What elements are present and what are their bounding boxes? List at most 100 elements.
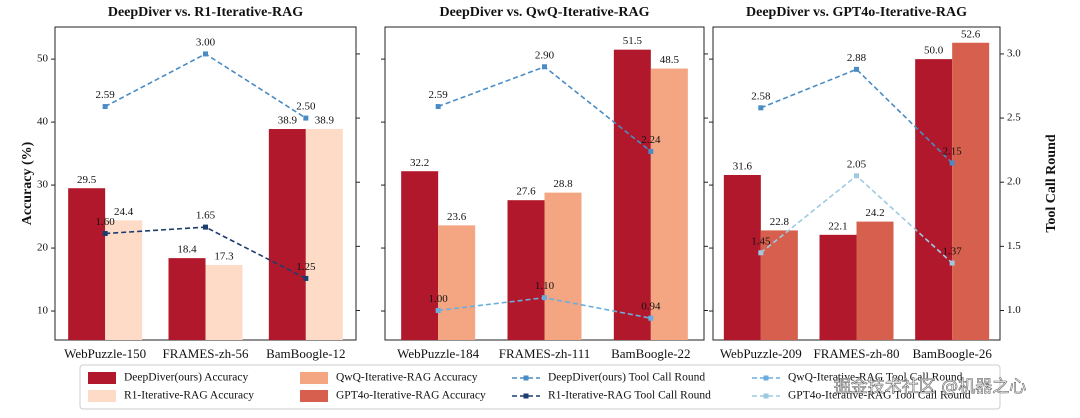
watermark: 掘金技术社区 @机器之心 <box>834 377 1026 397</box>
bar <box>760 230 798 340</box>
x-tick-label: FRAMES-zh-111 <box>499 346 590 361</box>
line-marker <box>854 173 859 179</box>
y-tick-label: 40 <box>37 116 49 128</box>
line-marker <box>758 105 764 111</box>
chart-title: DeepDiver vs. QwQ-Iterative-RAG <box>439 5 649 20</box>
line-value-label: 2.05 <box>847 158 867 170</box>
line-value-label: 2.59 <box>96 89 116 101</box>
bar <box>856 221 894 340</box>
bar-value-label: 38.9 <box>278 115 298 127</box>
legend-marker <box>523 393 529 399</box>
bar <box>105 220 143 340</box>
y2-tick-label: 3.0 <box>1007 47 1021 59</box>
line-marker <box>854 66 859 72</box>
line-value-label: 2.15 <box>943 146 963 158</box>
y-tick-label: 30 <box>37 179 49 191</box>
x-tick-label: FRAMES-zh-80 <box>814 346 900 361</box>
bar-value-label: 28.8 <box>553 178 573 190</box>
bar-value-label: 24.2 <box>865 207 884 219</box>
legend-swatch <box>88 390 116 402</box>
line-marker <box>758 250 764 256</box>
bar <box>723 174 761 340</box>
bar <box>305 129 343 340</box>
legend-marker <box>763 393 769 399</box>
bar-value-label: 24.4 <box>114 206 134 218</box>
bar <box>438 225 476 340</box>
x-tick-label: BamBoogle-22 <box>611 346 690 361</box>
bar-value-label: 48.5 <box>660 54 680 66</box>
line-marker <box>542 64 547 70</box>
y-tick-label: 20 <box>37 242 49 254</box>
line-value-label: 1.45 <box>751 235 771 247</box>
line-marker <box>648 148 654 154</box>
x-tick-label: BamBoogle-12 <box>266 346 345 361</box>
bar <box>915 59 953 340</box>
line-value-label: 2.50 <box>296 101 316 113</box>
x-tick-label: WebPuzzle-150 <box>64 346 146 361</box>
line-value-label: 1.65 <box>196 210 216 222</box>
bar-value-label: 50.0 <box>924 45 944 57</box>
bar <box>819 234 857 340</box>
line-value-label: 2.88 <box>847 52 867 64</box>
bar <box>507 200 545 340</box>
bar-value-label: 22.8 <box>770 216 790 228</box>
line-marker <box>303 115 309 121</box>
line-marker <box>435 104 441 110</box>
legend-marker <box>523 375 529 381</box>
line-value-label: 2.24 <box>641 134 661 146</box>
line <box>760 68 953 164</box>
legend-label: DeepDiver(ours) Accuracy <box>124 372 248 384</box>
legend-swatch <box>300 390 328 402</box>
line-marker <box>303 275 309 281</box>
bar-value-label: 32.2 <box>410 157 429 169</box>
line-marker <box>949 160 955 166</box>
bar <box>613 49 651 341</box>
line-marker <box>949 260 955 266</box>
line-value-label: 1.10 <box>535 280 555 292</box>
x-tick-label: BamBoogle-26 <box>912 346 992 361</box>
bar-value-label: 17.3 <box>214 251 234 263</box>
x-tick-label: WebPuzzle-209 <box>720 346 802 361</box>
line-marker <box>435 307 441 313</box>
x-tick-label: FRAMES-zh-56 <box>163 346 249 361</box>
y2-tick-label: 2.0 <box>1007 176 1021 188</box>
line-marker <box>542 295 547 301</box>
bar <box>205 265 243 340</box>
bar <box>168 258 206 340</box>
line-value-label: 1.00 <box>429 293 449 305</box>
line-value-label: 2.59 <box>429 89 449 101</box>
line-value-label: 1.37 <box>943 246 963 258</box>
y2-tick-label: 2.5 <box>1007 112 1021 124</box>
bar-value-label: 31.6 <box>733 161 753 173</box>
bar <box>650 68 688 340</box>
bar-value-label: 29.5 <box>77 174 97 186</box>
y2-tick-label: 1.5 <box>1007 240 1021 252</box>
legend-label: GPT4o-Iterative-RAG Accuracy <box>336 390 486 402</box>
legend-marker <box>763 375 769 381</box>
chart-title: DeepDiver vs. GPT4o-Iterative-RAG <box>746 5 967 20</box>
legend-label: GPT4o-Iterative-RAG Tool Call Round <box>788 390 971 402</box>
bar-value-label: 52.6 <box>961 28 981 40</box>
bar-value-label: 18.4 <box>177 244 197 256</box>
bar <box>68 188 106 340</box>
legend-label: R1-Iterative-RAG Tool Call Round <box>548 390 711 402</box>
legend-label: DeepDiver(ours) Tool Call Round <box>548 372 705 384</box>
y-axis-label: Accuracy (%) <box>20 141 35 225</box>
line-value-label: 0.94 <box>641 301 661 313</box>
line-value-label: 1.25 <box>296 261 316 273</box>
line-value-label: 2.58 <box>751 90 771 102</box>
legend-label: QwQ-Iterative-RAG Tool Call Round <box>788 372 963 384</box>
line-marker <box>203 51 208 57</box>
bar-value-label: 27.6 <box>516 186 536 198</box>
line <box>104 53 307 119</box>
line-marker <box>102 104 108 110</box>
bar-value-label: 23.6 <box>447 211 467 223</box>
y-tick-label: 10 <box>37 305 49 317</box>
bar-value-label: 22.1 <box>828 220 847 232</box>
line-marker <box>203 224 208 230</box>
line-marker <box>648 315 654 321</box>
y2-axis-label: Tool Call Round <box>1044 134 1059 233</box>
legend-label: R1-Iterative-RAG Accuracy <box>124 390 254 402</box>
line-value-label: 1.60 <box>96 216 116 228</box>
